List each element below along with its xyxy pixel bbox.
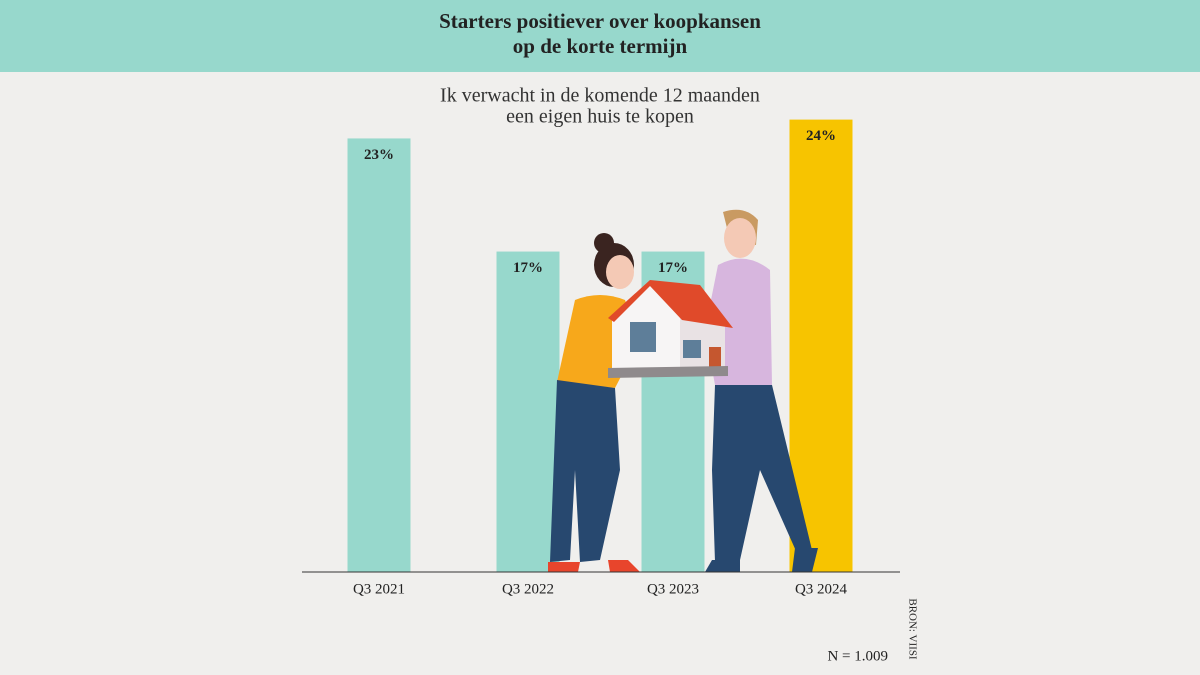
header-band <box>0 0 1200 72</box>
chart-subtitle: Ik verwacht in de komende 12 maanden <box>440 85 760 107</box>
bar <box>789 119 853 572</box>
x-tick-label: Q3 2023 <box>647 581 699 597</box>
x-tick-label: Q3 2022 <box>502 581 554 597</box>
chart-title: Starters positiever over koopkansen <box>439 9 761 33</box>
bar <box>496 251 560 573</box>
value-label: 17% <box>513 260 543 276</box>
source: BRON: VIISI <box>906 598 918 660</box>
sample-size-note: N = 1.009 <box>827 648 888 664</box>
illustration <box>548 209 818 572</box>
x-tick-label: Q3 2024 <box>795 581 848 597</box>
x-tick-label: Q3 2021 <box>353 581 405 597</box>
bars <box>347 119 853 573</box>
bar <box>347 138 411 572</box>
value-label: 24% <box>806 128 836 144</box>
value-label: 23% <box>364 147 394 163</box>
chart-title: op de korte termijn <box>513 34 688 58</box>
value-label: 17% <box>658 260 688 276</box>
chart-subtitle: een eigen huis te kopen <box>506 106 694 128</box>
